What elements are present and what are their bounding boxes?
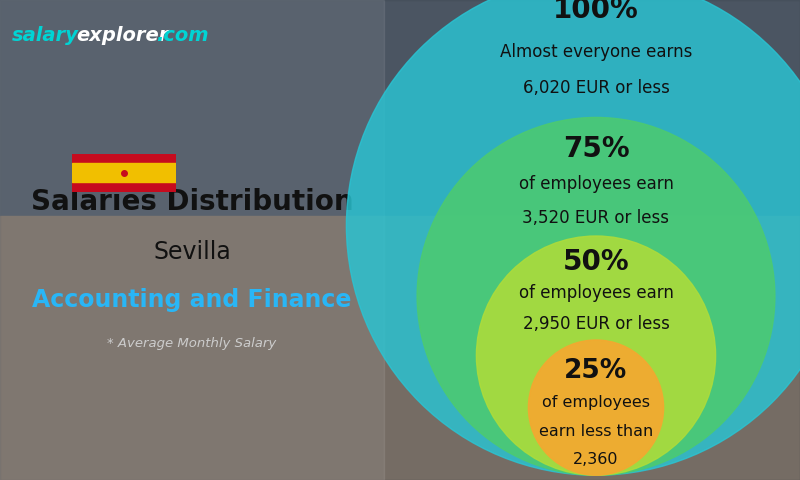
- Text: 6,020 EUR or less: 6,020 EUR or less: [522, 79, 670, 97]
- Text: Sevilla: Sevilla: [153, 240, 231, 264]
- Circle shape: [477, 236, 716, 475]
- Text: 50%: 50%: [562, 248, 630, 276]
- Text: earn less than: earn less than: [539, 424, 653, 439]
- Circle shape: [417, 118, 775, 475]
- Text: 100%: 100%: [553, 0, 639, 24]
- Text: 75%: 75%: [562, 134, 630, 163]
- Circle shape: [528, 340, 664, 475]
- Text: 25%: 25%: [564, 358, 628, 384]
- Text: explorer: explorer: [76, 26, 168, 46]
- Text: .com: .com: [156, 26, 209, 46]
- Text: Almost everyone earns: Almost everyone earns: [500, 43, 692, 61]
- Text: salary: salary: [12, 26, 79, 46]
- Bar: [0, 0, 384, 480]
- Text: of employees: of employees: [542, 395, 650, 410]
- Text: * Average Monthly Salary: * Average Monthly Salary: [107, 336, 277, 350]
- Bar: [0, 216, 800, 480]
- Bar: [72, 163, 176, 182]
- Circle shape: [346, 0, 800, 475]
- Text: of employees earn: of employees earn: [518, 284, 674, 302]
- Bar: [0, 0, 800, 216]
- Text: 2,950 EUR or less: 2,950 EUR or less: [522, 315, 670, 334]
- Text: 2,360: 2,360: [574, 452, 618, 467]
- Text: 3,520 EUR or less: 3,520 EUR or less: [522, 209, 670, 228]
- Text: Accounting and Finance: Accounting and Finance: [32, 288, 352, 312]
- Text: Salaries Distribution: Salaries Distribution: [30, 188, 354, 216]
- Text: of employees earn: of employees earn: [518, 175, 674, 193]
